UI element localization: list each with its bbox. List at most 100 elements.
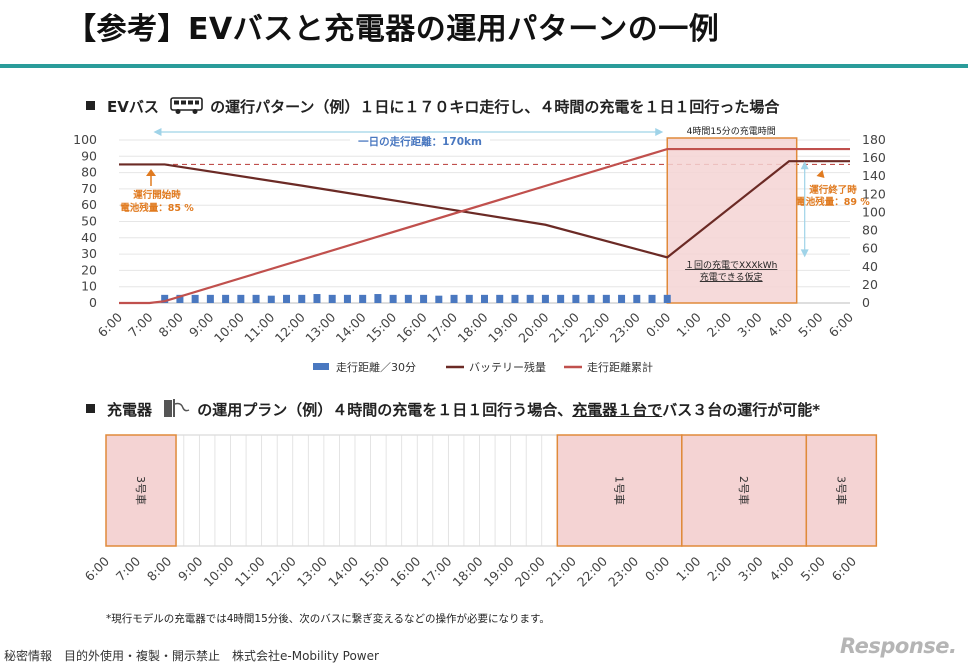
x-axis-tick: 5:00 <box>795 309 825 339</box>
left-axis-tick: 10 <box>81 279 97 294</box>
charging-time-label: 4時間15分の充電時間 <box>687 125 776 137</box>
x-axis-tick: 12:00 <box>272 309 308 345</box>
x-axis-tick: 13:00 <box>294 553 330 589</box>
charging-block <box>805 434 878 547</box>
x-axis-tick: 6:00 <box>95 309 125 339</box>
x-axis-tick: 21:00 <box>546 309 582 345</box>
bar-distance-per-30min <box>191 294 199 303</box>
bar-distance-per-30min <box>465 294 473 303</box>
charger-icon <box>163 398 191 422</box>
bus-label: 2号車 <box>737 476 751 505</box>
bar-distance-per-30min <box>526 294 534 303</box>
bar-distance-per-30min <box>450 294 458 303</box>
left-axis-tick: 30 <box>81 246 97 261</box>
legend-distance-per-30min-label: 走行距離／30分 <box>336 360 416 374</box>
x-axis-tick: 18:00 <box>455 309 491 345</box>
right-axis-tick: 180 <box>862 132 886 147</box>
x-axis-tick: 4:00 <box>765 309 795 339</box>
left-axis-tick: 100 <box>73 132 97 147</box>
bar-distance-per-30min <box>420 294 428 303</box>
end-battery-label: 電池残量：89 % <box>796 196 870 208</box>
bar-distance-per-30min <box>541 294 549 303</box>
right-axis-tick: 0 <box>862 295 870 310</box>
x-axis-tick: 16:00 <box>394 309 430 345</box>
x-axis-tick: 10:00 <box>211 309 247 345</box>
start-battery-label: 電池残量：85 % <box>120 202 194 214</box>
x-axis-tick: 0:00 <box>643 309 673 339</box>
arrow-head <box>146 169 156 176</box>
x-axis-tick: 11:00 <box>232 553 268 589</box>
charging-block <box>681 434 808 547</box>
right-axis-tick: 80 <box>862 223 878 238</box>
bar-distance-per-30min <box>648 294 656 303</box>
x-axis-tick: 20:00 <box>512 553 548 589</box>
right-axis-tick: 20 <box>862 277 878 292</box>
bar-distance-per-30min <box>176 294 184 303</box>
start-battery-label: 運行開始時 <box>133 189 181 201</box>
arrow-head <box>800 161 809 170</box>
bar-distance-per-30min <box>161 294 169 303</box>
bar-distance-per-30min <box>252 294 260 303</box>
page-title: 【参考】EVバスと充電器の運用パターンの一例 <box>66 12 720 47</box>
bar-distance-per-30min <box>572 294 580 303</box>
bar-distance-per-30min <box>267 295 275 303</box>
bar-distance-per-30min <box>328 294 336 303</box>
bar-distance-per-30min <box>663 294 671 303</box>
x-axis-tick: 17:00 <box>418 553 454 589</box>
section-heading-bus: EVバス の運行パターン（例）１日に１７０キロ走行し、４時間の充電を１日１回行っ… <box>86 96 779 119</box>
bar-distance-per-30min <box>374 294 382 303</box>
x-axis-tick: 0:00 <box>642 553 672 583</box>
right-axis-tick: 160 <box>862 150 886 165</box>
arrow-head <box>816 170 825 178</box>
bar-distance-per-30min <box>511 294 519 303</box>
bar-distance-per-30min <box>404 294 412 303</box>
x-axis-tick: 18:00 <box>450 553 486 589</box>
bullet-square <box>86 101 95 110</box>
x-axis-tick: 6:00 <box>826 309 856 339</box>
left-axis-tick: 20 <box>81 262 97 277</box>
bar-distance-per-30min <box>389 294 397 303</box>
bar-distance-per-30min <box>481 294 488 303</box>
x-axis-tick: 4:00 <box>766 553 796 583</box>
section-description: の運行パターン（例）１日に１７０キロ走行し、４時間の充電を１日１回行った場合 <box>210 98 780 116</box>
battery-level-line <box>119 160 850 259</box>
left-axis-tick: 40 <box>81 230 97 245</box>
x-axis-tick: 15:00 <box>363 309 399 345</box>
arrow-head <box>153 128 162 136</box>
right-axis-tick: 100 <box>862 204 886 219</box>
right-axis-tick: 120 <box>862 186 886 201</box>
title-divider <box>0 64 968 68</box>
bar-distance-per-30min <box>359 294 367 303</box>
left-axis-tick: 60 <box>81 197 97 212</box>
charge-note-label: 充電できる仮定 <box>700 271 763 283</box>
bar-distance-per-30min <box>602 294 610 303</box>
x-axis-tick: 21:00 <box>543 553 579 589</box>
bus-label: 1号車 <box>613 476 627 505</box>
x-axis-tick: 6:00 <box>82 553 112 583</box>
x-axis-tick: 11:00 <box>241 309 277 345</box>
bar-distance-per-30min <box>618 294 626 303</box>
daily-distance-label: 一日の走行距離：170km <box>358 135 482 148</box>
section-label: 充電器 <box>107 401 153 419</box>
x-axis-tick: 16:00 <box>387 553 423 589</box>
x-axis-tick: 19:00 <box>481 553 517 589</box>
x-axis-tick: 7:00 <box>113 553 143 583</box>
footnote: *現行モデルの充電器では4時間15分後、次のバスに繋ぎ変えるなどの操作が必要にな… <box>106 613 550 625</box>
label-background <box>350 133 490 148</box>
section-description: の運用プラン（例）４時間の充電を１日１回行う場合、 <box>197 401 573 419</box>
bar-distance-per-30min <box>343 294 351 303</box>
x-axis-tick: 3:00 <box>735 553 765 583</box>
x-axis-tick: 23:00 <box>607 309 643 345</box>
bus-label: 3号車 <box>134 476 148 505</box>
cumulative-distance-line <box>119 147 850 305</box>
legend-distance-per-30min-swatch <box>313 363 329 370</box>
right-axis-tick: 60 <box>862 241 878 256</box>
left-axis-tick: 90 <box>81 148 97 163</box>
section-label: EVバス <box>107 98 159 116</box>
bar-distance-per-30min <box>435 295 443 303</box>
right-axis-tick: 40 <box>862 259 878 274</box>
x-axis-tick: 2:00 <box>704 309 734 339</box>
bullet-square <box>86 404 95 413</box>
arrow-head <box>800 249 809 258</box>
x-axis-tick: 6:00 <box>829 553 859 583</box>
